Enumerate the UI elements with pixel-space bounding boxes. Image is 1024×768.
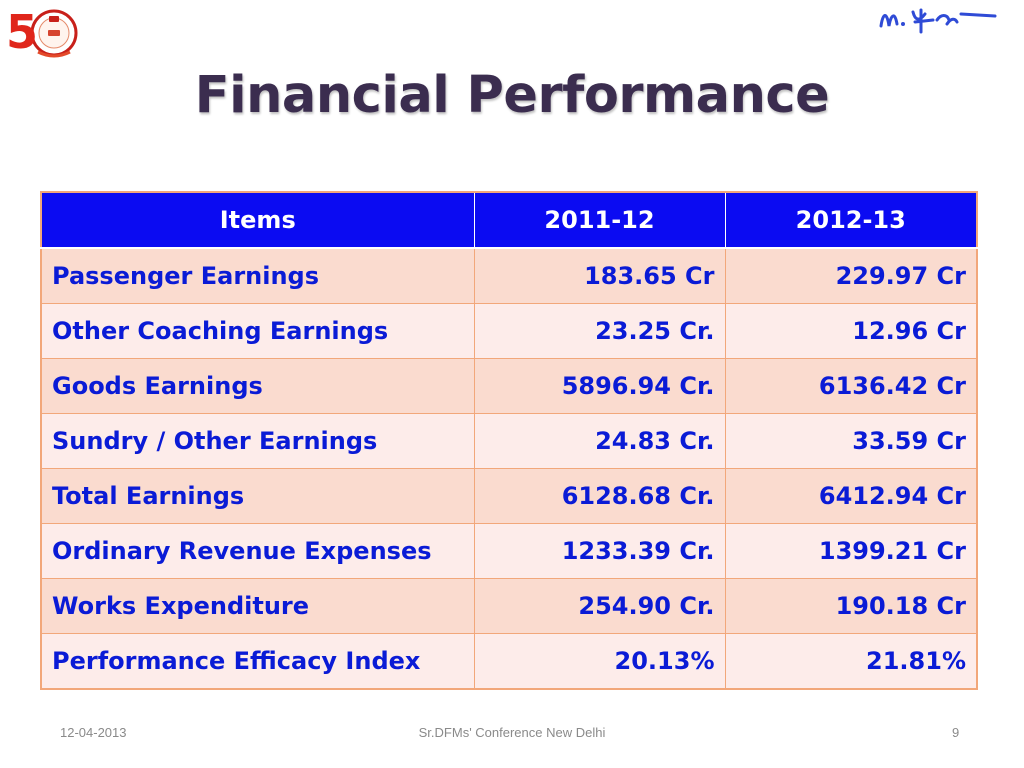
table-row: Goods Earnings 5896.94 Cr. 6136.42 Cr [40, 358, 978, 414]
footer-conference-name: Sr.DFMs' Conference New Delhi [418, 725, 606, 740]
row-value-2011-12: 5896.94 Cr. [473, 358, 726, 414]
column-header-2012-13: 2012-13 [724, 191, 978, 249]
row-item-label: Sundry / Other Earnings [40, 413, 475, 469]
row-value-2012-13: 190.18 Cr [724, 578, 978, 634]
footer-date: 12-04-2013 [60, 725, 127, 740]
row-item-label: Other Coaching Earnings [40, 303, 475, 359]
row-value-2011-12: 183.65 Cr [473, 247, 726, 304]
logo-emblem [30, 9, 78, 58]
row-value-2012-13: 33.59 Cr [724, 413, 978, 469]
table-row: Performance Efficacy Index 20.13% 21.81% [40, 633, 978, 690]
row-item-label: Total Earnings [40, 468, 475, 524]
logo-number: 5 [6, 5, 38, 59]
row-item-label: Works Expenditure [40, 578, 475, 634]
table-row: Works Expenditure 254.90 Cr. 190.18 Cr [40, 578, 978, 634]
row-item-label: Passenger Earnings [40, 247, 475, 304]
financial-performance-table: Items 2011-12 2012-13 Passenger Earnings… [40, 191, 978, 690]
table-row: Total Earnings 6128.68 Cr. 6412.94 Cr [40, 468, 978, 524]
handwritten-signature-icon [879, 8, 997, 34]
row-item-label: Goods Earnings [40, 358, 475, 414]
table-row: Sundry / Other Earnings 24.83 Cr. 33.59 … [40, 413, 978, 469]
row-value-2011-12: 23.25 Cr. [473, 303, 726, 359]
row-value-2012-13: 6136.42 Cr [724, 358, 978, 414]
row-value-2012-13: 1399.21 Cr [724, 523, 978, 579]
column-header-items: Items [40, 191, 475, 249]
row-value-2012-13: 229.97 Cr [724, 247, 978, 304]
row-value-2012-13: 6412.94 Cr [724, 468, 978, 524]
column-header-2011-12: 2011-12 [473, 191, 726, 249]
row-value-2011-12: 254.90 Cr. [473, 578, 726, 634]
row-value-2011-12: 6128.68 Cr. [473, 468, 726, 524]
row-item-label: Performance Efficacy Index [40, 633, 475, 690]
table-header-row: Items 2011-12 2012-13 [40, 191, 978, 249]
slide-title: Financial Performance [194, 66, 830, 125]
table-row: Ordinary Revenue Expenses 1233.39 Cr. 13… [40, 523, 978, 579]
row-value-2012-13: 12.96 Cr [724, 303, 978, 359]
table-row: Passenger Earnings 183.65 Cr 229.97 Cr [40, 247, 978, 304]
anniversary-50-logo-icon: 5 [6, 5, 78, 59]
table-row: Other Coaching Earnings 23.25 Cr. 12.96 … [40, 303, 978, 359]
footer-page-number: 9 [952, 725, 960, 740]
row-value-2011-12: 1233.39 Cr. [473, 523, 726, 579]
row-item-label: Ordinary Revenue Expenses [40, 523, 475, 579]
row-value-2011-12: 20.13% [473, 633, 726, 690]
row-value-2012-13: 21.81% [724, 633, 978, 690]
row-value-2011-12: 24.83 Cr. [473, 413, 726, 469]
